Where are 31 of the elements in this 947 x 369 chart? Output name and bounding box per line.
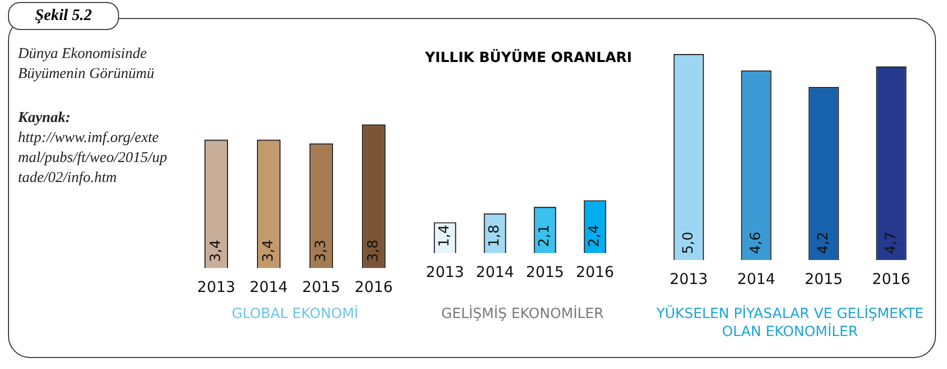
- chart-title: YILLIK BÜYÜME ORANLARI: [425, 50, 632, 66]
- data-label: 2,4: [586, 224, 603, 247]
- x-tick-label: 2013: [197, 278, 236, 296]
- data-label: 3,4: [208, 240, 224, 262]
- data-label: 1,8: [486, 224, 503, 247]
- text: Şekil 5.2: [8, 2, 119, 30]
- x-tick-label: 2014: [250, 278, 288, 296]
- x-tick-label: 2014: [737, 270, 776, 288]
- x-tick-label: 2015: [302, 278, 340, 296]
- data-label: 4,6: [748, 232, 764, 254]
- x-tick-label: 2016: [872, 270, 910, 288]
- data-label: 5,0: [680, 232, 696, 254]
- x-tick-label: 2013: [670, 270, 708, 288]
- data-label: 4,7: [882, 232, 899, 254]
- data-label: 3,3: [312, 240, 329, 262]
- x-tick-label: 2014: [476, 262, 514, 281]
- data-label: 1,4: [436, 224, 453, 247]
- data-label: 3,8: [365, 240, 382, 262]
- x-axis-title: GELİŞMİŞ EKONOMİLER: [440, 305, 605, 323]
- data-label: 3,4: [260, 240, 276, 262]
- text: Kaynak: http://www.imf.org/extemal/pubs/ft/weo/2015/uptade/02/info.htm: [18, 110, 168, 186]
- x-tick-label: 2016: [354, 278, 393, 296]
- x-tick-label: 2016: [576, 262, 614, 281]
- data-label: 2,1: [536, 224, 553, 247]
- x-tick-label: 2013: [426, 262, 464, 281]
- x-tick-label: 2015: [526, 262, 564, 281]
- text: Dünya Ekonomisinde Büyümenin Görünümü: [18, 45, 156, 84]
- x-axis-title: GLOBAL EKONOMİ: [230, 305, 360, 323]
- x-axis-title: YÜKSELEN PİYASALAR VE GELİŞMEKTE OLAN EKONOMİLER: [655, 305, 925, 341]
- data-label: 4,2: [815, 232, 832, 254]
- x-tick-label: 2015: [804, 270, 843, 288]
